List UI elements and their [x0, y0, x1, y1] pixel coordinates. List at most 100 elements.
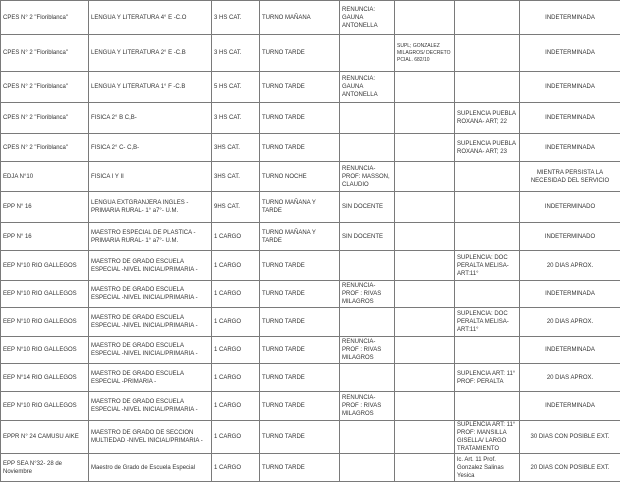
duration-cell: INDETERMINADA — [520, 281, 620, 308]
suplencia-cell — [455, 72, 520, 103]
suplencia-cell: SUPLENCIA ART: 11° PROF: PERALTA — [455, 364, 520, 392]
decree-cell — [395, 192, 455, 223]
shift-cell: TURNO TARDE — [260, 308, 340, 337]
shift-cell: TURNO TARDE — [260, 392, 340, 421]
table-row: CPES N° 2 "Floriblanca"LENGUA Y LITERATU… — [1, 35, 620, 72]
decree-cell — [395, 251, 455, 281]
suplencia-cell — [455, 1, 520, 35]
reason-cell: RENUNCIA- PROF : RIVAS MILAGROS — [340, 392, 395, 421]
reason-cell: SIN DOCENTE — [340, 192, 395, 223]
subject-cell: LENGUA Y LITERATURA 2° E -C.B — [89, 35, 212, 72]
shift-cell: TURNO TARDE — [260, 103, 340, 134]
hours-cell: 1 CARGO — [212, 392, 260, 421]
duration-cell: INDETERMINADA — [520, 103, 620, 134]
duration-cell: MIENTRA PERSISTA LA NECESIDAD DEL SERVIC… — [520, 162, 620, 192]
shift-cell: TURNO MAÑANA — [260, 1, 340, 35]
table-row: CPES N° 2 "Floriblanca"FISICA 2° B C,B-3… — [1, 103, 620, 134]
decree-cell — [395, 421, 455, 454]
shift-cell: TURNO TARDE — [260, 251, 340, 281]
duration-cell: INDETERMINADA — [520, 35, 620, 72]
hours-cell: 1 CARGO — [212, 337, 260, 364]
hours-cell: 9HS CAT. — [212, 192, 260, 223]
hours-cell: 1 CARGO — [212, 281, 260, 308]
hours-cell: 1 CARGO — [212, 308, 260, 337]
suplencia-cell — [455, 337, 520, 364]
reason-cell — [340, 251, 395, 281]
subject-cell: FISICA 2° B C,B- — [89, 103, 212, 134]
duration-cell: INDETERMINADA — [520, 337, 620, 364]
school-cell: EDJA N°10 — [1, 162, 89, 192]
suplencia-cell: lc. Art. 11 Prof. Gonzalez Salinas Yesic… — [455, 454, 520, 482]
suplencia-cell — [455, 392, 520, 421]
suplencia-cell — [455, 35, 520, 72]
shift-cell: TURNO TARDE — [260, 134, 340, 162]
reason-cell — [340, 421, 395, 454]
table-row: CPES N° 2 "Floriblanca"FISICA 2° C- C,B-… — [1, 134, 620, 162]
reason-cell: RENUNCIA- PROF: MASSON, CLAUDIO — [340, 162, 395, 192]
subject-cell: FISICA 2° C- C,B- — [89, 134, 212, 162]
subject-cell: MAESTRO DE GRADO ESCUELA ESPECIAL -NIVEL… — [89, 308, 212, 337]
shift-cell: TURNO TARDE — [260, 454, 340, 482]
duration-cell: INDETERMINADA — [520, 134, 620, 162]
hours-cell: 1 CARGO — [212, 421, 260, 454]
duration-cell: 20 DIAS APROX. — [520, 364, 620, 392]
reason-cell: RENUNCIA: GAUNA ANTONELLA — [340, 1, 395, 35]
table-row: CPES N° 2 "Floriblanca"LENGUA Y LITERATU… — [1, 1, 620, 35]
shift-cell: TURNO MAÑANA Y TARDE — [260, 192, 340, 223]
school-cell: EPPR N° 24 CAMUSU AIKE — [1, 421, 89, 454]
suplencia-cell — [455, 192, 520, 223]
subject-cell: MAESTRO DE GRADO ESCUELA ESPECIAL -PRIMA… — [89, 364, 212, 392]
subject-cell: LENGUA EXTGRANJERA INGLES -PRIMARIA RURA… — [89, 192, 212, 223]
school-cell: EPP N° 16 — [1, 192, 89, 223]
decree-cell — [395, 364, 455, 392]
decree-cell — [395, 223, 455, 251]
reason-cell: RENUNCIA- PROF : RIVAS MILAGROS — [340, 281, 395, 308]
hours-cell: 3 HS CAT. — [212, 1, 260, 35]
subject-cell: MAESTRO DE GRADO ESCUELA ESPECIAL -NIVEL… — [89, 281, 212, 308]
hours-cell: 1 CARGO — [212, 223, 260, 251]
shift-cell: TURNO TARDE — [260, 337, 340, 364]
reason-cell — [340, 103, 395, 134]
school-cell: EEP N°14 RIO GALLEGOS — [1, 364, 89, 392]
school-cell: CPES N° 2 "Floriblanca" — [1, 1, 89, 35]
hours-cell: 3 HS CAT. — [212, 103, 260, 134]
decree-cell: SUPL; GONZALEZ MILAGROS/ DECRETO PCIAL. … — [395, 35, 455, 72]
decree-cell — [395, 72, 455, 103]
school-cell: CPES N° 2 "Floriblanca" — [1, 103, 89, 134]
subject-cell: MAESTRO DE GRADO ESCUELA ESPECIAL -NIVEL… — [89, 392, 212, 421]
subject-cell: MAESTRO DE GRADO ESCUELA ESPECIAL -NIVEL… — [89, 251, 212, 281]
duration-cell: INDETERMINADA — [520, 392, 620, 421]
suplencia-cell: SUPLENCIA: DOC PERALTA MELISA- ART:11° — [455, 251, 520, 281]
subject-cell: Maestro de Grado de Escuela Especial — [89, 454, 212, 482]
reason-cell — [340, 364, 395, 392]
duration-cell: INDETERMINADO — [520, 192, 620, 223]
suplencia-cell: SUPLENCIA PUEBLA ROXANA- ART; 22 — [455, 103, 520, 134]
duration-cell: 20 DIAS CON POSIBLE EXT. — [520, 454, 620, 482]
duration-cell: 20 DIAS APROX. — [520, 251, 620, 281]
decree-cell — [395, 1, 455, 35]
subject-cell: MAESTRO DE GRADO DE SECCION MULTIEDAD -N… — [89, 421, 212, 454]
decree-cell — [395, 337, 455, 364]
school-cell: EEP N°10 RIO GALLEGOS — [1, 337, 89, 364]
suplencia-cell: SUPLENCIA: DOC PERALTA MELISA- ART:11° — [455, 308, 520, 337]
reason-cell — [340, 35, 395, 72]
duration-cell: INDETERMINADA — [520, 1, 620, 35]
hours-cell: 3HS CAT. — [212, 162, 260, 192]
reason-cell: SIN DOCENTE — [340, 223, 395, 251]
duration-cell: 20 DIAS APROX. — [520, 308, 620, 337]
decree-cell — [395, 454, 455, 482]
shift-cell: TURNO TARDE — [260, 72, 340, 103]
hours-cell: 3HS CAT. — [212, 134, 260, 162]
shift-cell: TURNO TARDE — [260, 35, 340, 72]
subject-cell: MAESTRO ESPECIAL DE PLASTICA -PRIMARIA R… — [89, 223, 212, 251]
subject-cell: MAESTRO DE GRADO ESCUELA ESPECIAL -NIVEL… — [89, 337, 212, 364]
school-cell: EPP N° 16 — [1, 223, 89, 251]
subject-cell: FISICA I Y II — [89, 162, 212, 192]
decree-cell — [395, 392, 455, 421]
